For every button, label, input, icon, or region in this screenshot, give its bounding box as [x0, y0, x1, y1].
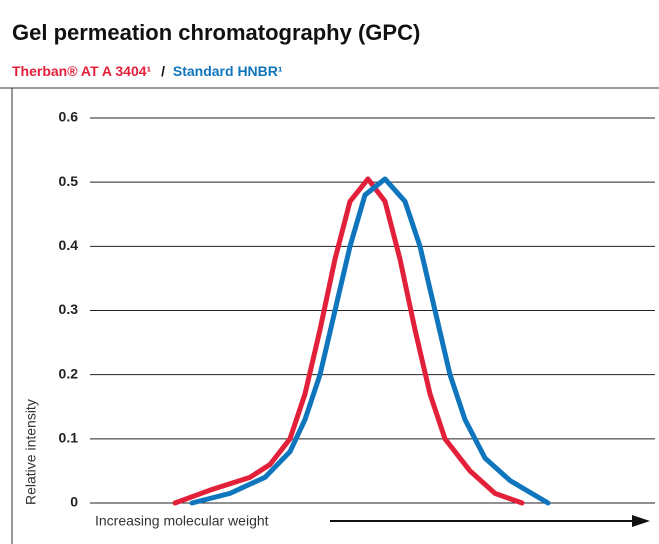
y-tick-label: 0.3 [59, 301, 79, 317]
legend: Therban® AT A 3404¹ / Standard HNBR¹ [12, 63, 283, 79]
y-tick-label: 0.5 [59, 173, 79, 189]
y-axis-label: Relative intensity [23, 399, 39, 505]
x-axis-arrowhead [632, 515, 650, 527]
legend-separator: / [161, 63, 165, 79]
x-axis-label: Increasing molecular weight [95, 513, 269, 529]
y-tick-label: 0.6 [59, 109, 79, 125]
data-line [189, 176, 551, 506]
y-tick-label: 0 [70, 494, 78, 510]
chart-title: Gel permeation chromatography (GPC) [12, 20, 420, 45]
legend-entry: Standard HNBR¹ [173, 63, 283, 79]
y-tick-label: 0.2 [59, 365, 79, 381]
y-tick-label: 0.1 [59, 430, 79, 446]
y-tick-label: 0.4 [59, 237, 79, 253]
legend-entry: Therban® AT A 3404¹ [12, 63, 152, 79]
data-line [172, 176, 525, 506]
